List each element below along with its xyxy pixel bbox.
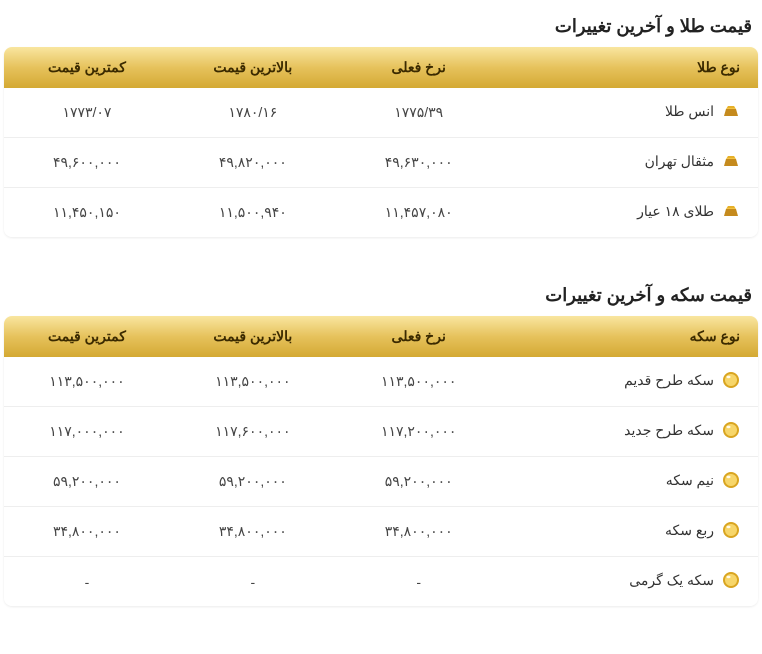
coin-icon [722, 421, 740, 439]
table-header-row: نوع طلا نرخ فعلی بالاترین قیمت کمترین قی… [4, 47, 758, 88]
cell-low: ۴۹,۶۰۰,۰۰۰ [4, 138, 170, 188]
col-header-current: نرخ فعلی [336, 47, 502, 88]
col-header-low: کمترین قیمت [4, 316, 170, 357]
cell-high: ۳۴,۸۰۰,۰۰۰ [170, 507, 336, 557]
cell-current: ۱۱,۴۵۷,۰۸۰ [336, 188, 502, 238]
cell-current: ۵۹,۲۰۰,۰۰۰ [336, 457, 502, 507]
cell-low: - [4, 557, 170, 607]
cell-low: ۵۹,۲۰۰,۰۰۰ [4, 457, 170, 507]
section-title: قیمت طلا و آخرین تغییرات [4, 8, 758, 47]
col-header-low: کمترین قیمت [4, 47, 170, 88]
item-name: سکه طرح قدیم [624, 372, 714, 389]
cell-high: - [170, 557, 336, 607]
item-name: سکه یک گرمی [629, 572, 714, 589]
cell-high: ۱۱,۵۰۰,۹۴۰ [170, 188, 336, 238]
cell-current: ۱۱۳,۵۰۰,۰۰۰ [336, 357, 502, 407]
cell-current: ۴۹,۶۳۰,۰۰۰ [336, 138, 502, 188]
coin-icon [722, 371, 740, 389]
coin-icon [722, 571, 740, 589]
table-header-row: نوع سکه نرخ فعلی بالاترین قیمت کمترین قی… [4, 316, 758, 357]
table-row: سکه یک گرمی - - - [4, 557, 758, 607]
table-row: انس طلا ۱۷۷۵/۳۹ ۱۷۸۰/۱۶ ۱۷۷۳/۰۷ [4, 88, 758, 138]
price-section: قیمت سکه و آخرین تغییرات نوع سکه نرخ فعل… [4, 277, 758, 606]
cell-low: ۱۱,۴۵۰,۱۵۰ [4, 188, 170, 238]
cell-current: ۱۱۷,۲۰۰,۰۰۰ [336, 407, 502, 457]
cell-current: ۳۴,۸۰۰,۰۰۰ [336, 507, 502, 557]
cell-name: مثقال تهران [502, 138, 758, 188]
cell-name: انس طلا [502, 88, 758, 138]
section-title: قیمت سکه و آخرین تغییرات [4, 277, 758, 316]
cell-current: ۱۷۷۵/۳۹ [336, 88, 502, 138]
cell-low: ۳۴,۸۰۰,۰۰۰ [4, 507, 170, 557]
cell-name: سکه طرح قدیم [502, 357, 758, 407]
col-header-name: نوع طلا [502, 47, 758, 88]
col-header-name: نوع سکه [502, 316, 758, 357]
cell-name: سکه طرح جدید [502, 407, 758, 457]
gold-ingot-icon [722, 152, 740, 170]
item-name: انس طلا [665, 103, 714, 120]
price-table: نوع سکه نرخ فعلی بالاترین قیمت کمترین قی… [4, 316, 758, 606]
col-header-high: بالاترین قیمت [170, 47, 336, 88]
col-header-high: بالاترین قیمت [170, 316, 336, 357]
col-header-current: نرخ فعلی [336, 316, 502, 357]
price-table: نوع طلا نرخ فعلی بالاترین قیمت کمترین قی… [4, 47, 758, 237]
table-row: ربع سکه ۳۴,۸۰۰,۰۰۰ ۳۴,۸۰۰,۰۰۰ ۳۴,۸۰۰,۰۰۰ [4, 507, 758, 557]
cell-high: ۱۱۷,۶۰۰,۰۰۰ [170, 407, 336, 457]
cell-name: نیم سکه [502, 457, 758, 507]
cell-low: ۱۱۷,۰۰۰,۰۰۰ [4, 407, 170, 457]
table-row: طلای ۱۸ عیار ۱۱,۴۵۷,۰۸۰ ۱۱,۵۰۰,۹۴۰ ۱۱,۴۵… [4, 188, 758, 238]
item-name: طلای ۱۸ عیار [637, 203, 714, 220]
coin-icon [722, 521, 740, 539]
cell-high: ۴۹,۸۲۰,۰۰۰ [170, 138, 336, 188]
item-name: نیم سکه [666, 472, 714, 489]
cell-high: ۵۹,۲۰۰,۰۰۰ [170, 457, 336, 507]
cell-low: ۱۱۳,۵۰۰,۰۰۰ [4, 357, 170, 407]
gold-ingot-icon [722, 102, 740, 120]
price-section: قیمت طلا و آخرین تغییرات نوع طلا نرخ فعل… [4, 8, 758, 237]
cell-high: ۱۷۸۰/۱۶ [170, 88, 336, 138]
table-row: سکه طرح قدیم ۱۱۳,۵۰۰,۰۰۰ ۱۱۳,۵۰۰,۰۰۰ ۱۱۳… [4, 357, 758, 407]
cell-name: طلای ۱۸ عیار [502, 188, 758, 238]
cell-name: ربع سکه [502, 507, 758, 557]
item-name: مثقال تهران [645, 153, 714, 170]
cell-high: ۱۱۳,۵۰۰,۰۰۰ [170, 357, 336, 407]
item-name: ربع سکه [665, 522, 714, 539]
table-row: سکه طرح جدید ۱۱۷,۲۰۰,۰۰۰ ۱۱۷,۶۰۰,۰۰۰ ۱۱۷… [4, 407, 758, 457]
cell-current: - [336, 557, 502, 607]
coin-icon [722, 471, 740, 489]
item-name: سکه طرح جدید [624, 422, 714, 439]
cell-low: ۱۷۷۳/۰۷ [4, 88, 170, 138]
gold-ingot-icon [722, 202, 740, 220]
table-row: مثقال تهران ۴۹,۶۳۰,۰۰۰ ۴۹,۸۲۰,۰۰۰ ۴۹,۶۰۰… [4, 138, 758, 188]
cell-name: سکه یک گرمی [502, 557, 758, 607]
table-row: نیم سکه ۵۹,۲۰۰,۰۰۰ ۵۹,۲۰۰,۰۰۰ ۵۹,۲۰۰,۰۰۰ [4, 457, 758, 507]
